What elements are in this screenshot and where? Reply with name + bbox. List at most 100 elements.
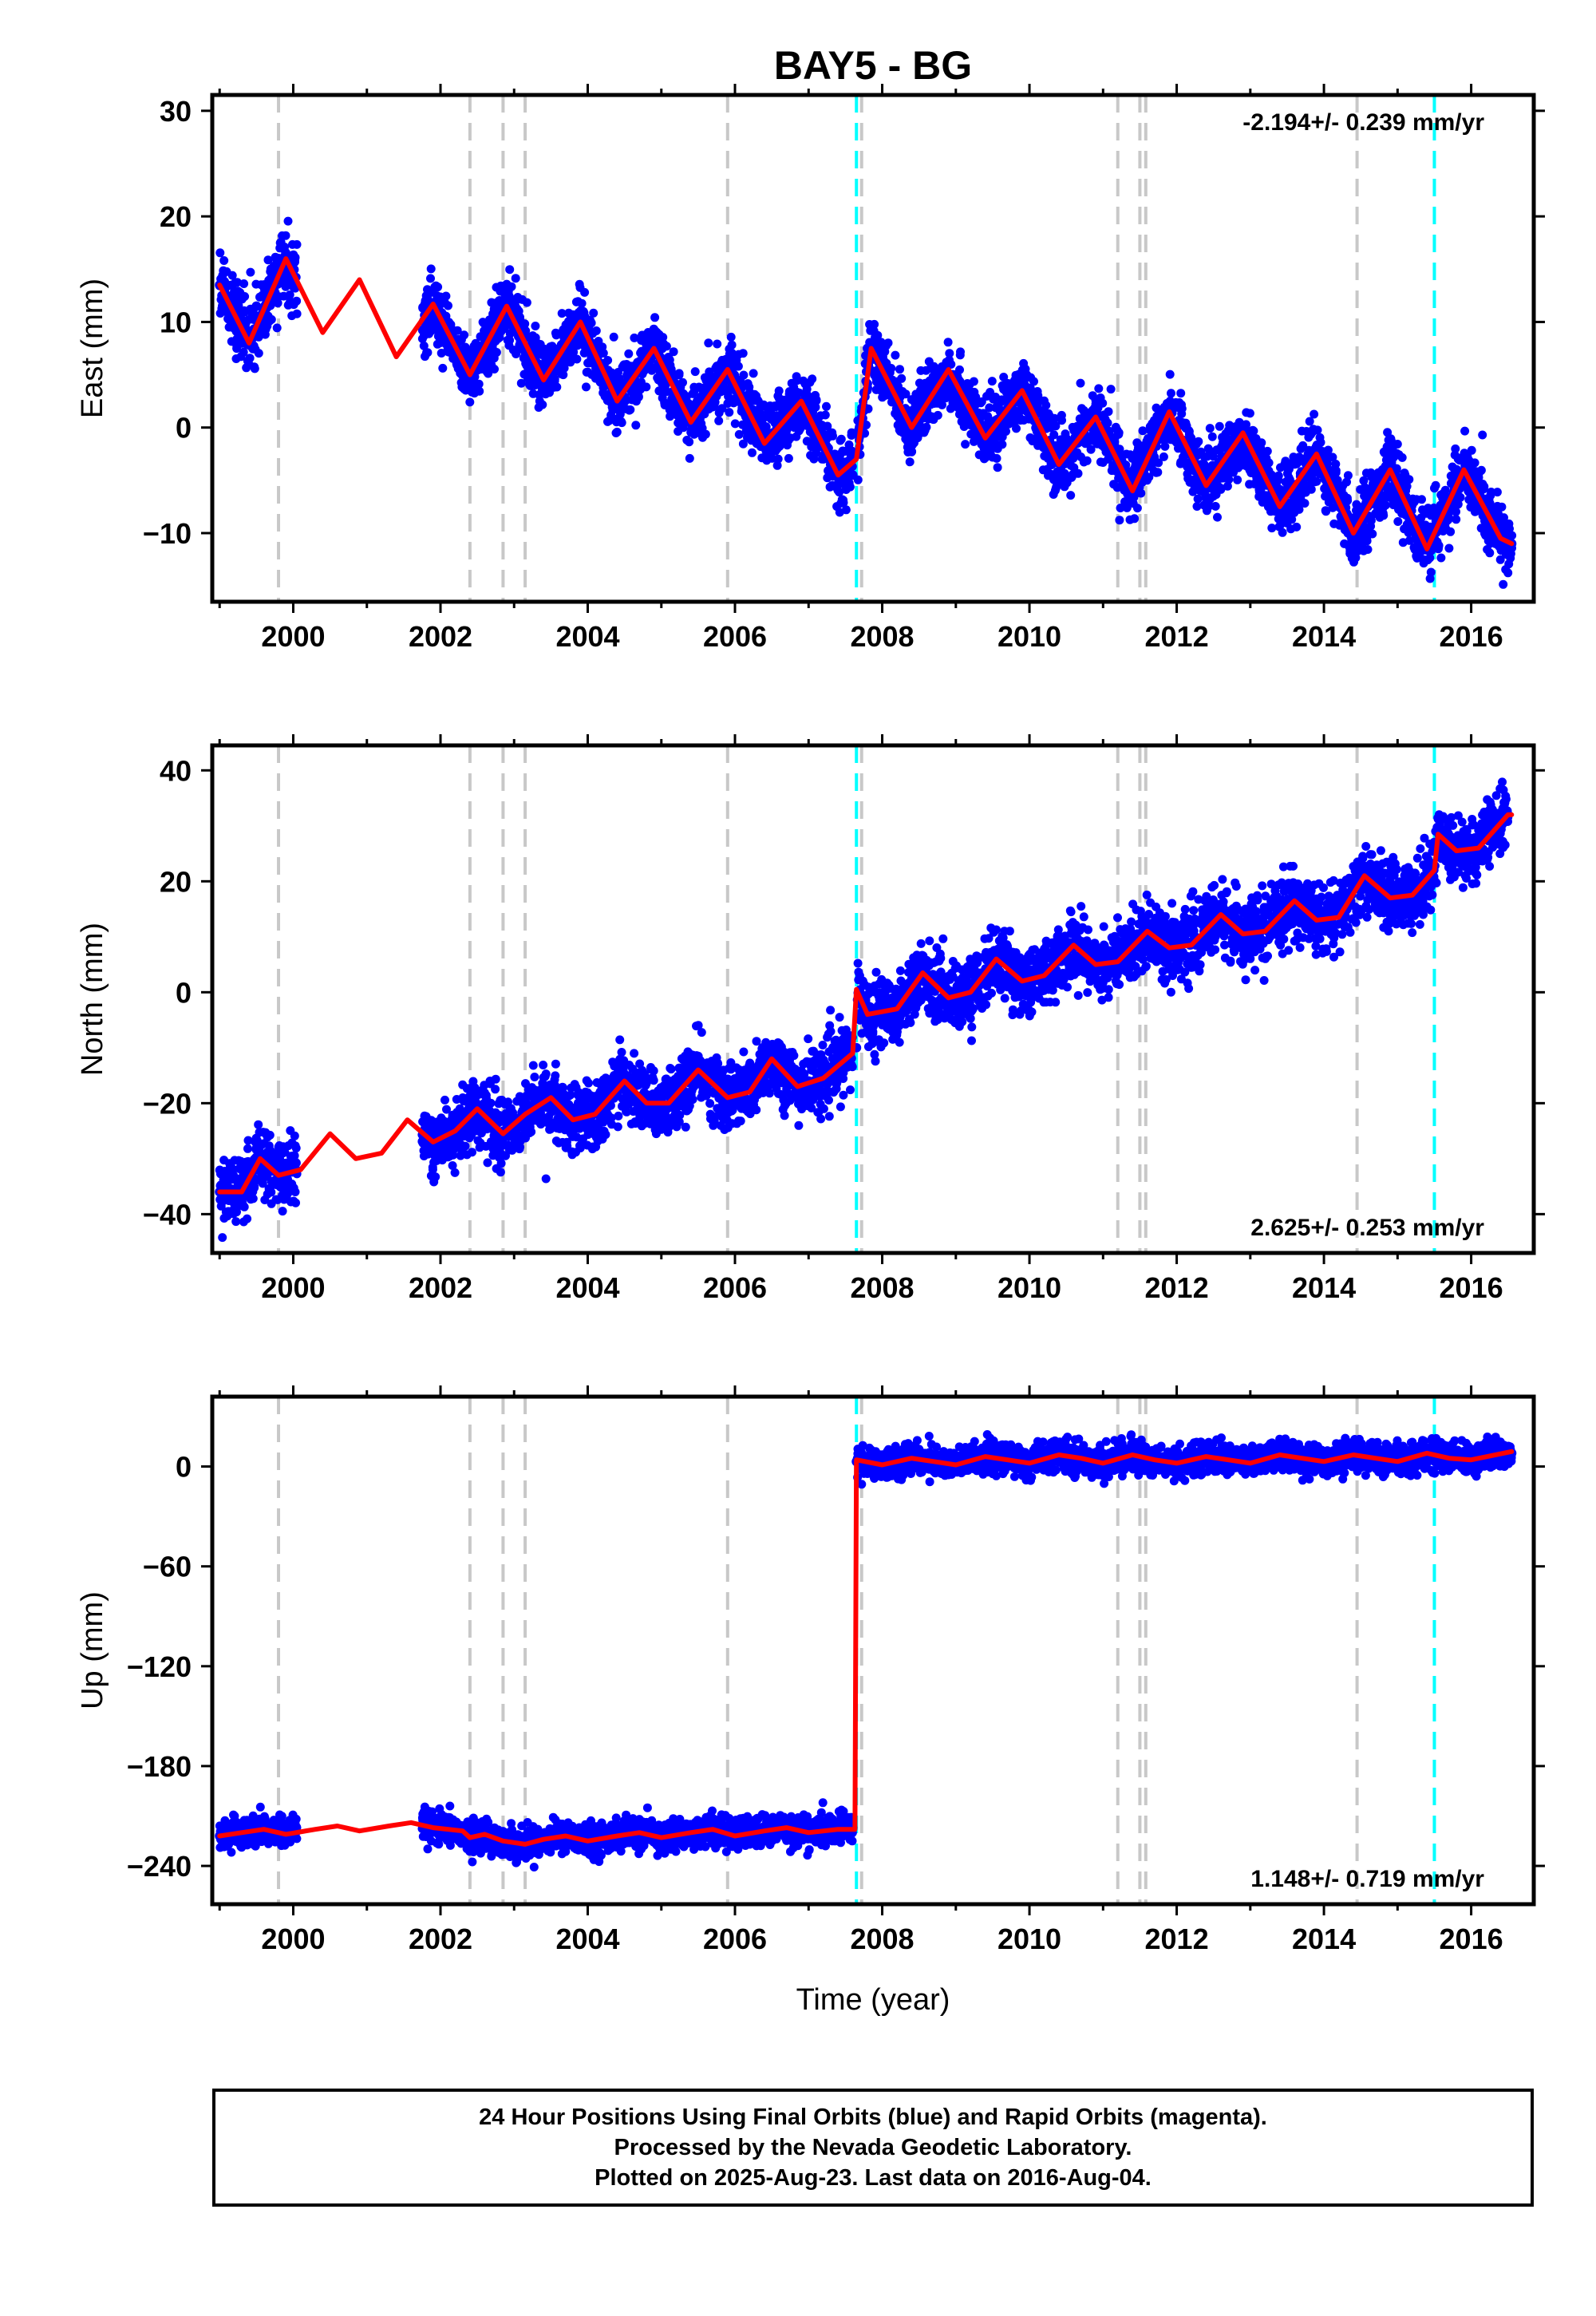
data-point: [1323, 445, 1333, 455]
data-point: [470, 1083, 480, 1093]
data-point: [1046, 460, 1057, 470]
data-point: [685, 453, 694, 463]
data-point: [1310, 409, 1319, 419]
data-point: [1001, 427, 1010, 436]
data-point: [1452, 507, 1460, 516]
data-point: [419, 341, 429, 350]
data-point: [1103, 418, 1112, 428]
data-point: [820, 410, 830, 420]
data-point: [1066, 491, 1076, 500]
data-point: [727, 348, 737, 358]
data-point: [738, 439, 748, 449]
data-point: [1115, 516, 1124, 525]
data-point: [591, 326, 601, 335]
data-point: [1436, 553, 1446, 563]
data-point: [215, 248, 225, 258]
data-point: [812, 395, 821, 405]
data-point: [1316, 437, 1325, 447]
y-tick-label: −10: [143, 517, 192, 550]
data-point: [484, 369, 493, 378]
data-point: [426, 274, 435, 283]
data-point: [1393, 517, 1403, 526]
data-point: [1114, 428, 1124, 437]
data-point: [841, 505, 851, 515]
data-point: [1434, 543, 1444, 552]
data-point: [231, 1217, 241, 1227]
plot-area: [215, 745, 1515, 1253]
data-point: [263, 255, 273, 265]
data-point: [631, 421, 641, 430]
data-point: [1086, 445, 1096, 454]
data-point: [460, 330, 469, 340]
data-point: [490, 365, 499, 373]
data-point: [1215, 421, 1224, 431]
data-point: [773, 454, 783, 464]
data-point: [1440, 485, 1450, 495]
data-point: [733, 362, 743, 371]
data-point: [1029, 377, 1038, 386]
data-point: [690, 367, 700, 377]
data-point: [248, 1194, 258, 1203]
data-point: [1446, 527, 1456, 536]
data-point: [1057, 410, 1066, 420]
x-tick-label: 2014: [1292, 620, 1356, 653]
data-point: [1425, 553, 1435, 563]
data-point: [507, 282, 516, 291]
data-point: [901, 389, 911, 399]
data-point: [1331, 460, 1341, 468]
data-point: [587, 318, 596, 328]
data-point: [985, 403, 994, 413]
data-point: [1121, 460, 1131, 470]
data-point: [1393, 440, 1402, 449]
data-point: [1467, 445, 1476, 455]
data-point: [802, 385, 812, 394]
data-point: [1492, 488, 1502, 497]
data-point: [822, 401, 831, 411]
data-point: [730, 419, 740, 429]
data-point: [907, 447, 917, 456]
data-point: [725, 408, 734, 417]
data-point: [291, 1198, 300, 1207]
data-point: [1213, 512, 1222, 522]
data-point: [724, 392, 733, 401]
data-point: [973, 433, 983, 443]
data-point: [559, 370, 568, 380]
data-point: [943, 338, 953, 347]
data-point: [1368, 529, 1377, 539]
data-point: [1312, 476, 1321, 486]
data-point: [811, 402, 820, 412]
x-tick-label: 2008: [850, 620, 914, 653]
data-point: [895, 365, 904, 374]
data-point: [1479, 482, 1489, 492]
data-point: [250, 364, 259, 373]
y-tick-label: 30: [160, 95, 192, 128]
data-point: [1470, 458, 1479, 468]
data-point: [1300, 499, 1310, 508]
data-point: [278, 1207, 287, 1216]
data-point: [897, 373, 907, 383]
data-point: [845, 482, 855, 492]
data-point: [431, 1172, 440, 1182]
x-tick-label: 2012: [1145, 620, 1209, 653]
data-point: [1104, 407, 1113, 417]
data-point: [863, 404, 873, 413]
data-point: [1207, 432, 1217, 441]
data-point: [273, 298, 282, 308]
data-point: [292, 296, 302, 306]
x-tick-label: 2002: [409, 620, 472, 653]
data-point: [612, 427, 622, 437]
data-point: [1392, 464, 1401, 473]
data-point: [1379, 511, 1389, 520]
data-point: [1224, 475, 1234, 484]
data-point: [836, 434, 846, 444]
data-point: [1402, 481, 1412, 491]
x-tick-label: 2016: [1440, 620, 1503, 653]
data-point: [1076, 378, 1085, 388]
data-point: [441, 291, 451, 301]
data-point: [1242, 420, 1250, 429]
data-point: [1485, 548, 1495, 558]
data-point: [1359, 476, 1369, 485]
data-point: [474, 379, 484, 389]
data-point: [603, 356, 613, 365]
